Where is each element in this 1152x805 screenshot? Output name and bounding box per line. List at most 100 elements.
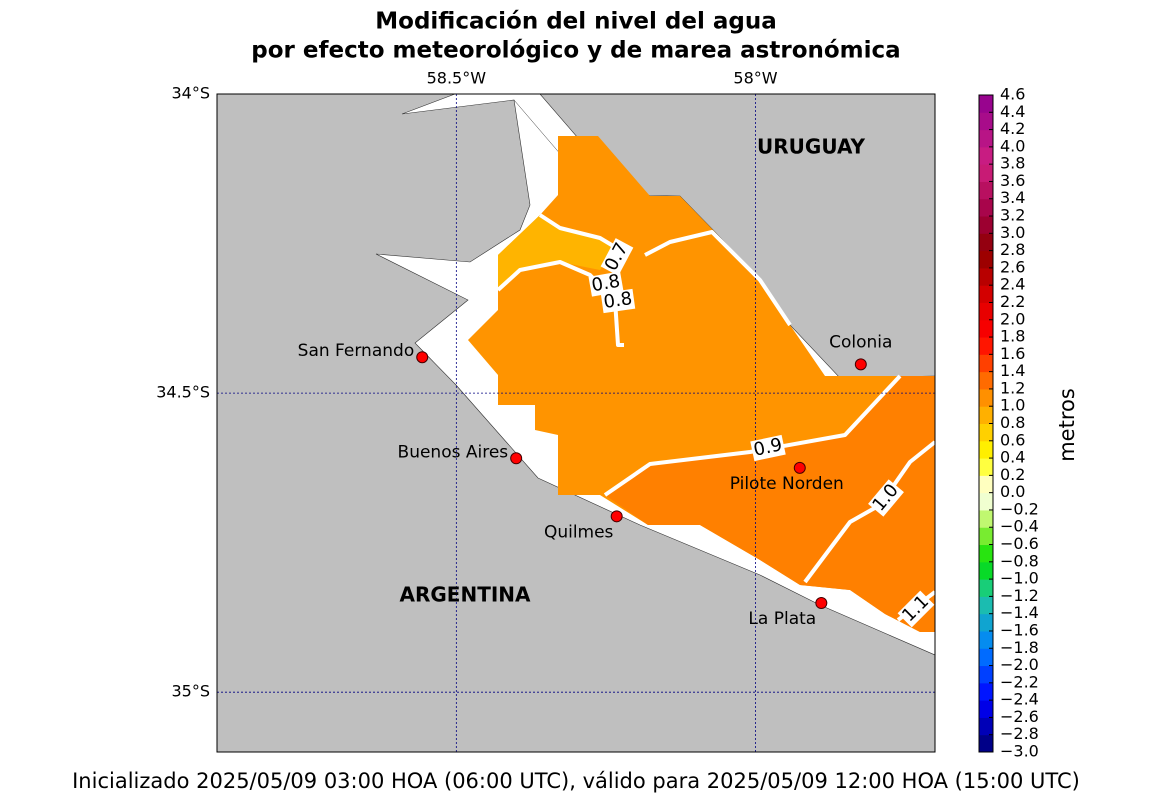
colorbar-segment [979, 458, 993, 476]
colorbar-segment [979, 198, 993, 217]
colorbar-tick-label: 3.0 [1000, 223, 1025, 242]
city-label: La Plata [748, 609, 816, 629]
colorbar-segment [979, 302, 993, 321]
colorbar-tick-label: 0.6 [1000, 430, 1025, 449]
colorbar-segment [979, 579, 993, 597]
contour-line [496, 260, 624, 347]
colorbar-segment [979, 112, 993, 131]
city-label: San Fernando [298, 341, 415, 361]
city-marker [793, 461, 806, 474]
colorbar-segment [979, 129, 993, 148]
colorbar-tick-label: −1.6 [1000, 620, 1039, 639]
colorbar-tick-label: 0.8 [1000, 413, 1025, 432]
colorbar-tick-label: −1.8 [1000, 638, 1039, 657]
country-label: URUGUAY [757, 135, 865, 159]
colorbar-tick-label: −0.2 [1000, 499, 1039, 518]
colorbar-tick-label: 4.0 [1000, 136, 1025, 155]
title-line: Modificación del nivel del agua [375, 9, 776, 35]
map [217, 94, 935, 752]
colorbar-segment [979, 181, 993, 200]
colorbar-tick-label: 3.6 [1000, 171, 1025, 190]
colorbar-segment [979, 475, 993, 494]
colorbar-tick-label: 4.4 [1000, 102, 1025, 121]
colorbar-segment [979, 319, 993, 338]
contour-label-bg [750, 434, 786, 462]
contour-label-bg [588, 271, 624, 297]
colorbar-segment [979, 630, 993, 649]
colorbar-tick-label: −2.8 [1000, 724, 1039, 743]
colorbar-segment [979, 544, 993, 563]
colorbar-tick-label: −2.2 [1000, 672, 1039, 691]
city-label: Buenos Aires [398, 442, 509, 462]
contour-label-bg [868, 479, 904, 517]
colorbar-tick-label: 2.8 [1000, 240, 1025, 259]
colorbar-segment [979, 354, 993, 373]
colorbar-segment [979, 717, 993, 736]
colorbar-tick-label: 1.0 [1000, 396, 1025, 415]
y-tick-label: 34°S [171, 84, 210, 103]
colorbar-segment [979, 233, 993, 252]
colorbar-segment [979, 216, 993, 234]
colorbar-segment [979, 648, 993, 667]
city-marker [510, 452, 523, 465]
colorbar-tick-label: 0.2 [1000, 465, 1025, 484]
city-marker [416, 351, 429, 364]
colorbar-tick-label: −3.0 [1000, 742, 1039, 761]
colorbar-segment [979, 423, 993, 442]
colorbar-segment [979, 406, 993, 424]
colorbar-tick-label: 3.2 [1000, 206, 1025, 225]
colorbar-segment [979, 492, 993, 511]
colorbar-segment [979, 665, 993, 684]
colorbar-label: metros [1055, 388, 1079, 462]
colorbar-tick-label: −0.4 [1000, 517, 1039, 536]
y-tick-label: 34.5°S [156, 383, 210, 402]
colorbar-segment [979, 146, 993, 165]
colorbar-tick-label: 0.0 [1000, 482, 1025, 501]
city-label: Quilmes [544, 522, 614, 542]
colorbar-tick-label: −0.6 [1000, 534, 1039, 553]
colorbar-segment [979, 164, 993, 182]
colorbar-tick-label: 2.4 [1000, 275, 1025, 294]
level-fill [498, 215, 615, 290]
colorbar-segment [979, 267, 993, 286]
colorbar-tick-label: 1.8 [1000, 327, 1025, 346]
colorbar-tick-label: 0.4 [1000, 448, 1025, 467]
colorbar-tick-label: 3.8 [1000, 154, 1025, 173]
city-label: Pilote Norden [730, 474, 844, 494]
colorbar-segment [979, 95, 993, 113]
colorbar-tick-label: −2.4 [1000, 690, 1039, 709]
contour-label: 0.8 [602, 288, 633, 313]
colorbar-tick-label: 4.6 [1000, 85, 1025, 104]
x-tick-label: 58°W [733, 69, 777, 88]
colorbar-segment [979, 700, 993, 718]
colorbar-tick-label: −2.0 [1000, 655, 1039, 674]
contour-label-bg [600, 288, 636, 314]
map-frame [216, 93, 936, 753]
contour-label-bg [600, 238, 634, 276]
colorbar-tick-label: −1.2 [1000, 586, 1039, 605]
colorbar-segment [979, 613, 993, 632]
city-label: Colonia [829, 332, 892, 352]
colorbar-tick-label: −1.0 [1000, 569, 1039, 588]
colorbar-tick-label: −2.6 [1000, 707, 1039, 726]
colorbar-tick-label: 2.6 [1000, 257, 1025, 276]
level-fill [605, 376, 935, 632]
title-line: por efecto meteorológico y de marea astr… [251, 38, 900, 64]
colorbar-segment [979, 596, 993, 615]
city-marker [854, 358, 867, 371]
colorbar-segment [979, 509, 993, 528]
colorbar-segment [979, 682, 993, 701]
colorbar-tick-label: 2.2 [1000, 292, 1025, 311]
x-tick-label: 58.5°W [427, 69, 487, 88]
contour-label-bg [897, 590, 935, 628]
country-label: ARGENTINA [400, 583, 532, 607]
colorbar-tick-label: 4.2 [1000, 119, 1025, 138]
colorbar-segment [979, 561, 993, 580]
colorbar-segment [979, 250, 993, 269]
contour-line [603, 374, 902, 497]
colorbar-segment [979, 527, 993, 546]
footer: Inicializado 2025/05/09 03:00 HOA (06:00… [72, 769, 1080, 793]
colorbar-tick-label: 1.6 [1000, 344, 1025, 363]
city-marker [610, 510, 623, 523]
